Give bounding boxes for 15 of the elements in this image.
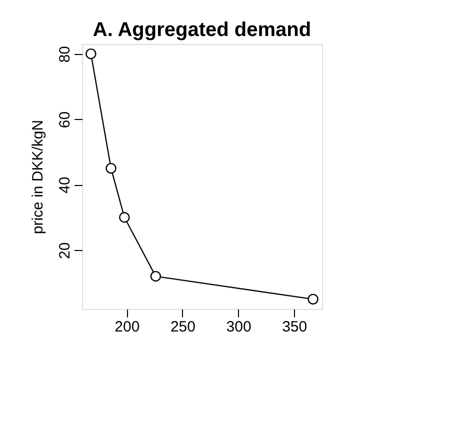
- point: [86, 48, 96, 60]
- point: [308, 294, 318, 305]
- point: [119, 212, 130, 223]
- chart-title: A. Aggregated demand: [92, 19, 312, 41]
- point: [106, 162, 116, 174]
- y-tick-label: 80: [56, 46, 74, 63]
- x-tick-label: 350: [282, 318, 308, 336]
- x-tick-label: 250: [170, 318, 196, 336]
- point: [150, 270, 162, 282]
- x-tick-label: 300: [226, 318, 252, 336]
- y-tick-label: 40: [56, 176, 74, 194]
- y-tick-label: 60: [56, 111, 74, 128]
- y-axis-title: price in DKK/kgN: [30, 120, 46, 234]
- x-tick-label: 200: [114, 318, 140, 336]
- y-tick-label: 20: [56, 242, 74, 259]
